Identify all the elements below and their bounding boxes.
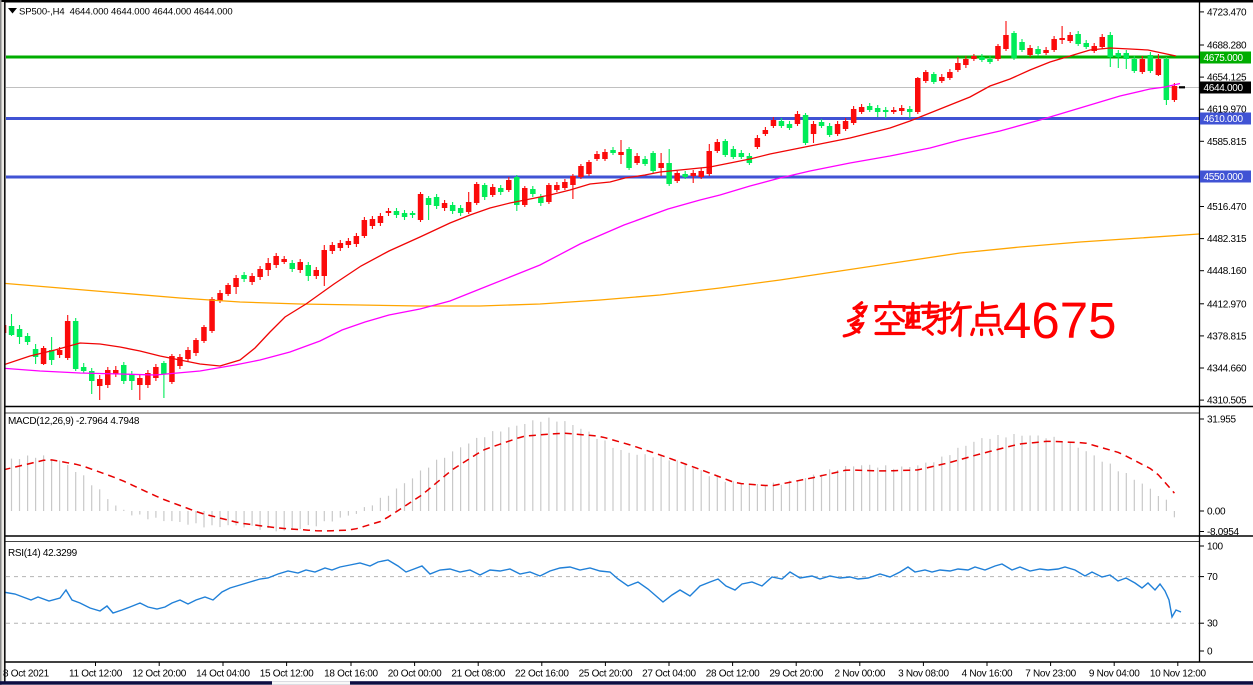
svg-text:18 Oct 16:00: 18 Oct 16:00 xyxy=(324,669,378,680)
svg-text:2 Nov 00:00: 2 Nov 00:00 xyxy=(834,669,885,680)
svg-text:4448.160: 4448.160 xyxy=(1207,266,1247,277)
svg-text:4550.000: 4550.000 xyxy=(1204,172,1244,183)
svg-text:29 Oct 20:00: 29 Oct 20:00 xyxy=(769,669,823,680)
svg-text:3 Nov 08:00: 3 Nov 08:00 xyxy=(898,669,949,680)
svg-text:7 Nov 23:00: 7 Nov 23:00 xyxy=(1025,669,1076,680)
svg-text:RSI(14) 42.3299: RSI(14) 42.3299 xyxy=(8,548,78,559)
svg-text:4378.815: 4378.815 xyxy=(1207,331,1247,342)
svg-text:30: 30 xyxy=(1207,619,1218,630)
svg-text:15 Oct 12:00: 15 Oct 12:00 xyxy=(260,669,314,680)
svg-text:70: 70 xyxy=(1207,572,1218,583)
svg-text:4344.660: 4344.660 xyxy=(1207,364,1247,375)
svg-text:-8.0954: -8.0954 xyxy=(1207,527,1240,538)
svg-text:SP500-,H4 4644.000 4644.000 4: SP500-,H4 4644.000 4644.000 4644.000 464… xyxy=(19,7,233,18)
svg-text:4310.505: 4310.505 xyxy=(1207,396,1247,407)
svg-text:100: 100 xyxy=(1207,542,1224,553)
svg-text:12 Oct 20:00: 12 Oct 20:00 xyxy=(132,669,186,680)
svg-text:4619.970: 4619.970 xyxy=(1207,105,1247,116)
svg-text:21 Oct 08:00: 21 Oct 08:00 xyxy=(451,669,505,680)
svg-text:10 Nov 12:00: 10 Nov 12:00 xyxy=(1150,669,1207,680)
svg-text:4 Nov 16:00: 4 Nov 16:00 xyxy=(962,669,1013,680)
svg-text:4412.970: 4412.970 xyxy=(1207,299,1247,310)
svg-text:20 Oct 00:00: 20 Oct 00:00 xyxy=(388,669,442,680)
svg-text:31.955: 31.955 xyxy=(1207,415,1237,426)
svg-text:4688.280: 4688.280 xyxy=(1207,41,1247,52)
svg-text:4482.315: 4482.315 xyxy=(1207,234,1247,245)
svg-text:25 Oct 20:00: 25 Oct 20:00 xyxy=(579,669,633,680)
svg-text:14 Oct 04:00: 14 Oct 04:00 xyxy=(196,669,250,680)
svg-text:9 Nov 04:00: 9 Nov 04:00 xyxy=(1089,669,1140,680)
svg-text:8 Oct 2021: 8 Oct 2021 xyxy=(3,669,50,680)
svg-text:0.00: 0.00 xyxy=(1207,507,1226,518)
svg-text:4585.815: 4585.815 xyxy=(1207,137,1247,148)
svg-text:4610.000: 4610.000 xyxy=(1204,114,1244,125)
svg-text:4654.125: 4654.125 xyxy=(1207,73,1247,84)
svg-text:27 Oct 04:00: 27 Oct 04:00 xyxy=(642,669,696,680)
svg-text:4675.000: 4675.000 xyxy=(1204,53,1244,64)
svg-text:0: 0 xyxy=(1207,647,1213,658)
svg-text:4675: 4675 xyxy=(1003,292,1116,349)
svg-text:4644.000: 4644.000 xyxy=(1204,83,1244,94)
svg-text:28 Oct 12:00: 28 Oct 12:00 xyxy=(706,669,760,680)
svg-text:22 Oct 16:00: 22 Oct 16:00 xyxy=(515,669,569,680)
svg-text:4723.470: 4723.470 xyxy=(1207,7,1247,18)
svg-text:11 Oct 12:00: 11 Oct 12:00 xyxy=(69,669,123,680)
svg-text:4516.470: 4516.470 xyxy=(1207,202,1247,213)
svg-text:MACD(12,26,9) -2.7964 4.7948: MACD(12,26,9) -2.7964 4.7948 xyxy=(8,416,140,427)
